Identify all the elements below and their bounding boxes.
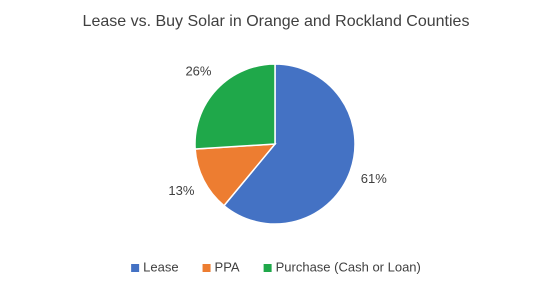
legend: Lease PPA Purchase (Cash or Loan): [131, 259, 421, 274]
legend-swatch: [263, 264, 272, 272]
data-label: 26%: [185, 64, 211, 79]
data-label: 61%: [361, 171, 387, 186]
legend-swatch: [131, 264, 140, 272]
legend-label: PPA: [215, 259, 240, 274]
chart-title: Lease vs. Buy Solar in Orange and Rockla…: [83, 13, 470, 30]
legend-swatch: [202, 264, 211, 272]
legend-label: Lease: [143, 259, 178, 274]
pie-slice: [194, 63, 276, 150]
pie-slice: [222, 63, 356, 225]
pie-slice: [194, 143, 277, 207]
data-label: 13%: [168, 183, 194, 198]
legend-label: Purchase (Cash or Loan): [276, 259, 421, 274]
